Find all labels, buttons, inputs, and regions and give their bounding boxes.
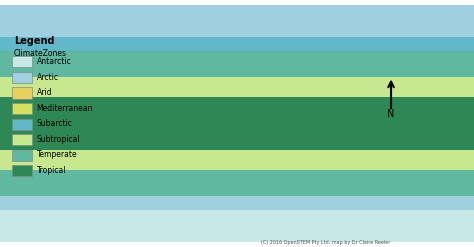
Text: Antarctic: Antarctic	[36, 57, 72, 66]
Bar	[11, 119, 32, 130]
Text: N: N	[387, 109, 395, 119]
Bar	[11, 165, 32, 176]
Bar	[0, 210, 474, 242]
Text: ClimateZones: ClimateZones	[14, 49, 67, 58]
Text: Mediterranean: Mediterranean	[36, 104, 93, 113]
Bar	[11, 87, 32, 99]
Text: Legend: Legend	[14, 36, 55, 45]
Bar	[0, 37, 474, 51]
Bar	[11, 72, 32, 83]
Bar	[0, 196, 474, 210]
Text: (C) 2016 OpenSTEM Pty Ltd, map by Dr Claire Reeler: (C) 2016 OpenSTEM Pty Ltd, map by Dr Cla…	[261, 240, 390, 245]
Text: Tropical: Tropical	[36, 166, 66, 175]
Bar	[11, 150, 32, 161]
Text: Subarctic: Subarctic	[36, 119, 73, 128]
Bar	[11, 56, 32, 67]
Bar	[11, 103, 32, 114]
Bar	[0, 77, 474, 97]
Text: Subtropical: Subtropical	[36, 135, 80, 144]
Bar	[0, 5, 474, 37]
Text: Arid: Arid	[36, 88, 52, 97]
Bar	[0, 97, 474, 150]
Text: Arctic: Arctic	[36, 73, 59, 82]
Bar	[11, 134, 32, 145]
Bar	[0, 51, 474, 77]
Bar	[0, 150, 474, 170]
Bar	[0, 170, 474, 196]
Text: Temperate: Temperate	[36, 150, 77, 159]
